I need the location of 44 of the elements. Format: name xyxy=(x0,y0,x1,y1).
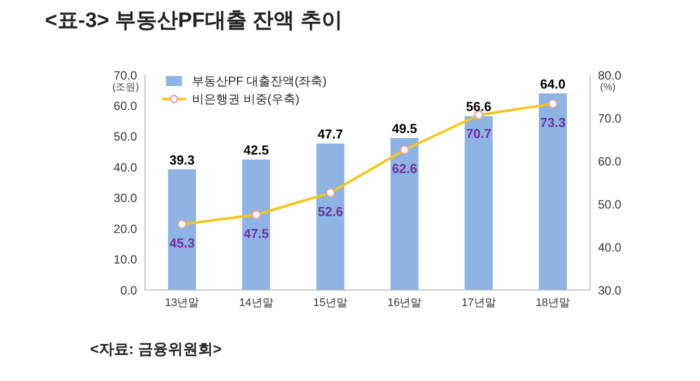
y-tick-label: 50.0 xyxy=(114,130,138,144)
bar xyxy=(242,159,270,290)
y-tick-label: 0.0 xyxy=(120,283,138,298)
x-tick-label: 18년말 xyxy=(536,296,570,309)
x-tick-label: 14년말 xyxy=(239,296,274,309)
bar xyxy=(168,169,196,290)
legend-label: 비은행권 비중(우축) xyxy=(192,91,300,108)
bar xyxy=(464,116,493,290)
y-tick-label: 60.0 xyxy=(114,98,138,113)
bar xyxy=(390,138,418,290)
y-tick-label: 10.0 xyxy=(114,252,138,267)
data-label: 42.5 xyxy=(244,142,269,158)
data-label: 73.3 xyxy=(540,115,566,130)
x-tick-label: 17년말 xyxy=(462,296,496,309)
data-label: 70.7 xyxy=(466,126,492,142)
data-label: 45.3 xyxy=(169,235,195,250)
y2-tick-label: 70.0 xyxy=(598,111,622,126)
data-label: 52.6 xyxy=(318,204,344,220)
y-tick-label: 40.0 xyxy=(114,160,138,174)
y2-tick-label: 30.0 xyxy=(598,283,622,298)
x-tick-label: 15년말 xyxy=(313,296,348,309)
x-tick-label: 16년말 xyxy=(387,296,422,309)
data-label: 39.3 xyxy=(169,152,195,168)
y-tick-label: 20.0 xyxy=(114,222,138,236)
y-tick-label: 30.0 xyxy=(114,191,138,206)
y-tick-label: 70.0 xyxy=(114,68,138,82)
text: <자료: 금융위원회> xyxy=(90,340,222,359)
data-label: 56.6 xyxy=(466,99,492,114)
data-label: 47.5 xyxy=(244,226,269,241)
x-tick-label: 13년말 xyxy=(164,296,200,309)
y2-tick-label: 50.0 xyxy=(598,197,622,212)
y-axis-title: (조원) xyxy=(112,82,139,94)
data-label: 64.0 xyxy=(540,76,566,92)
y2-tick-label: 60.0 xyxy=(598,154,622,168)
y2-tick-label: 80.0 xyxy=(598,68,622,82)
chart-title: <표-3> 부동산PF대출 잔액 추이 xyxy=(45,8,343,34)
y2-tick-label: 40.0 xyxy=(598,240,622,254)
data-label: 47.7 xyxy=(318,126,343,142)
data-label: 62.6 xyxy=(392,161,418,176)
legend-label: 부동산PF 대출잔액(좌축) xyxy=(192,73,327,90)
data-label: 49.5 xyxy=(392,120,418,136)
bar xyxy=(538,93,567,290)
bar xyxy=(316,143,344,290)
y2-axis-title: (%) xyxy=(600,82,616,94)
